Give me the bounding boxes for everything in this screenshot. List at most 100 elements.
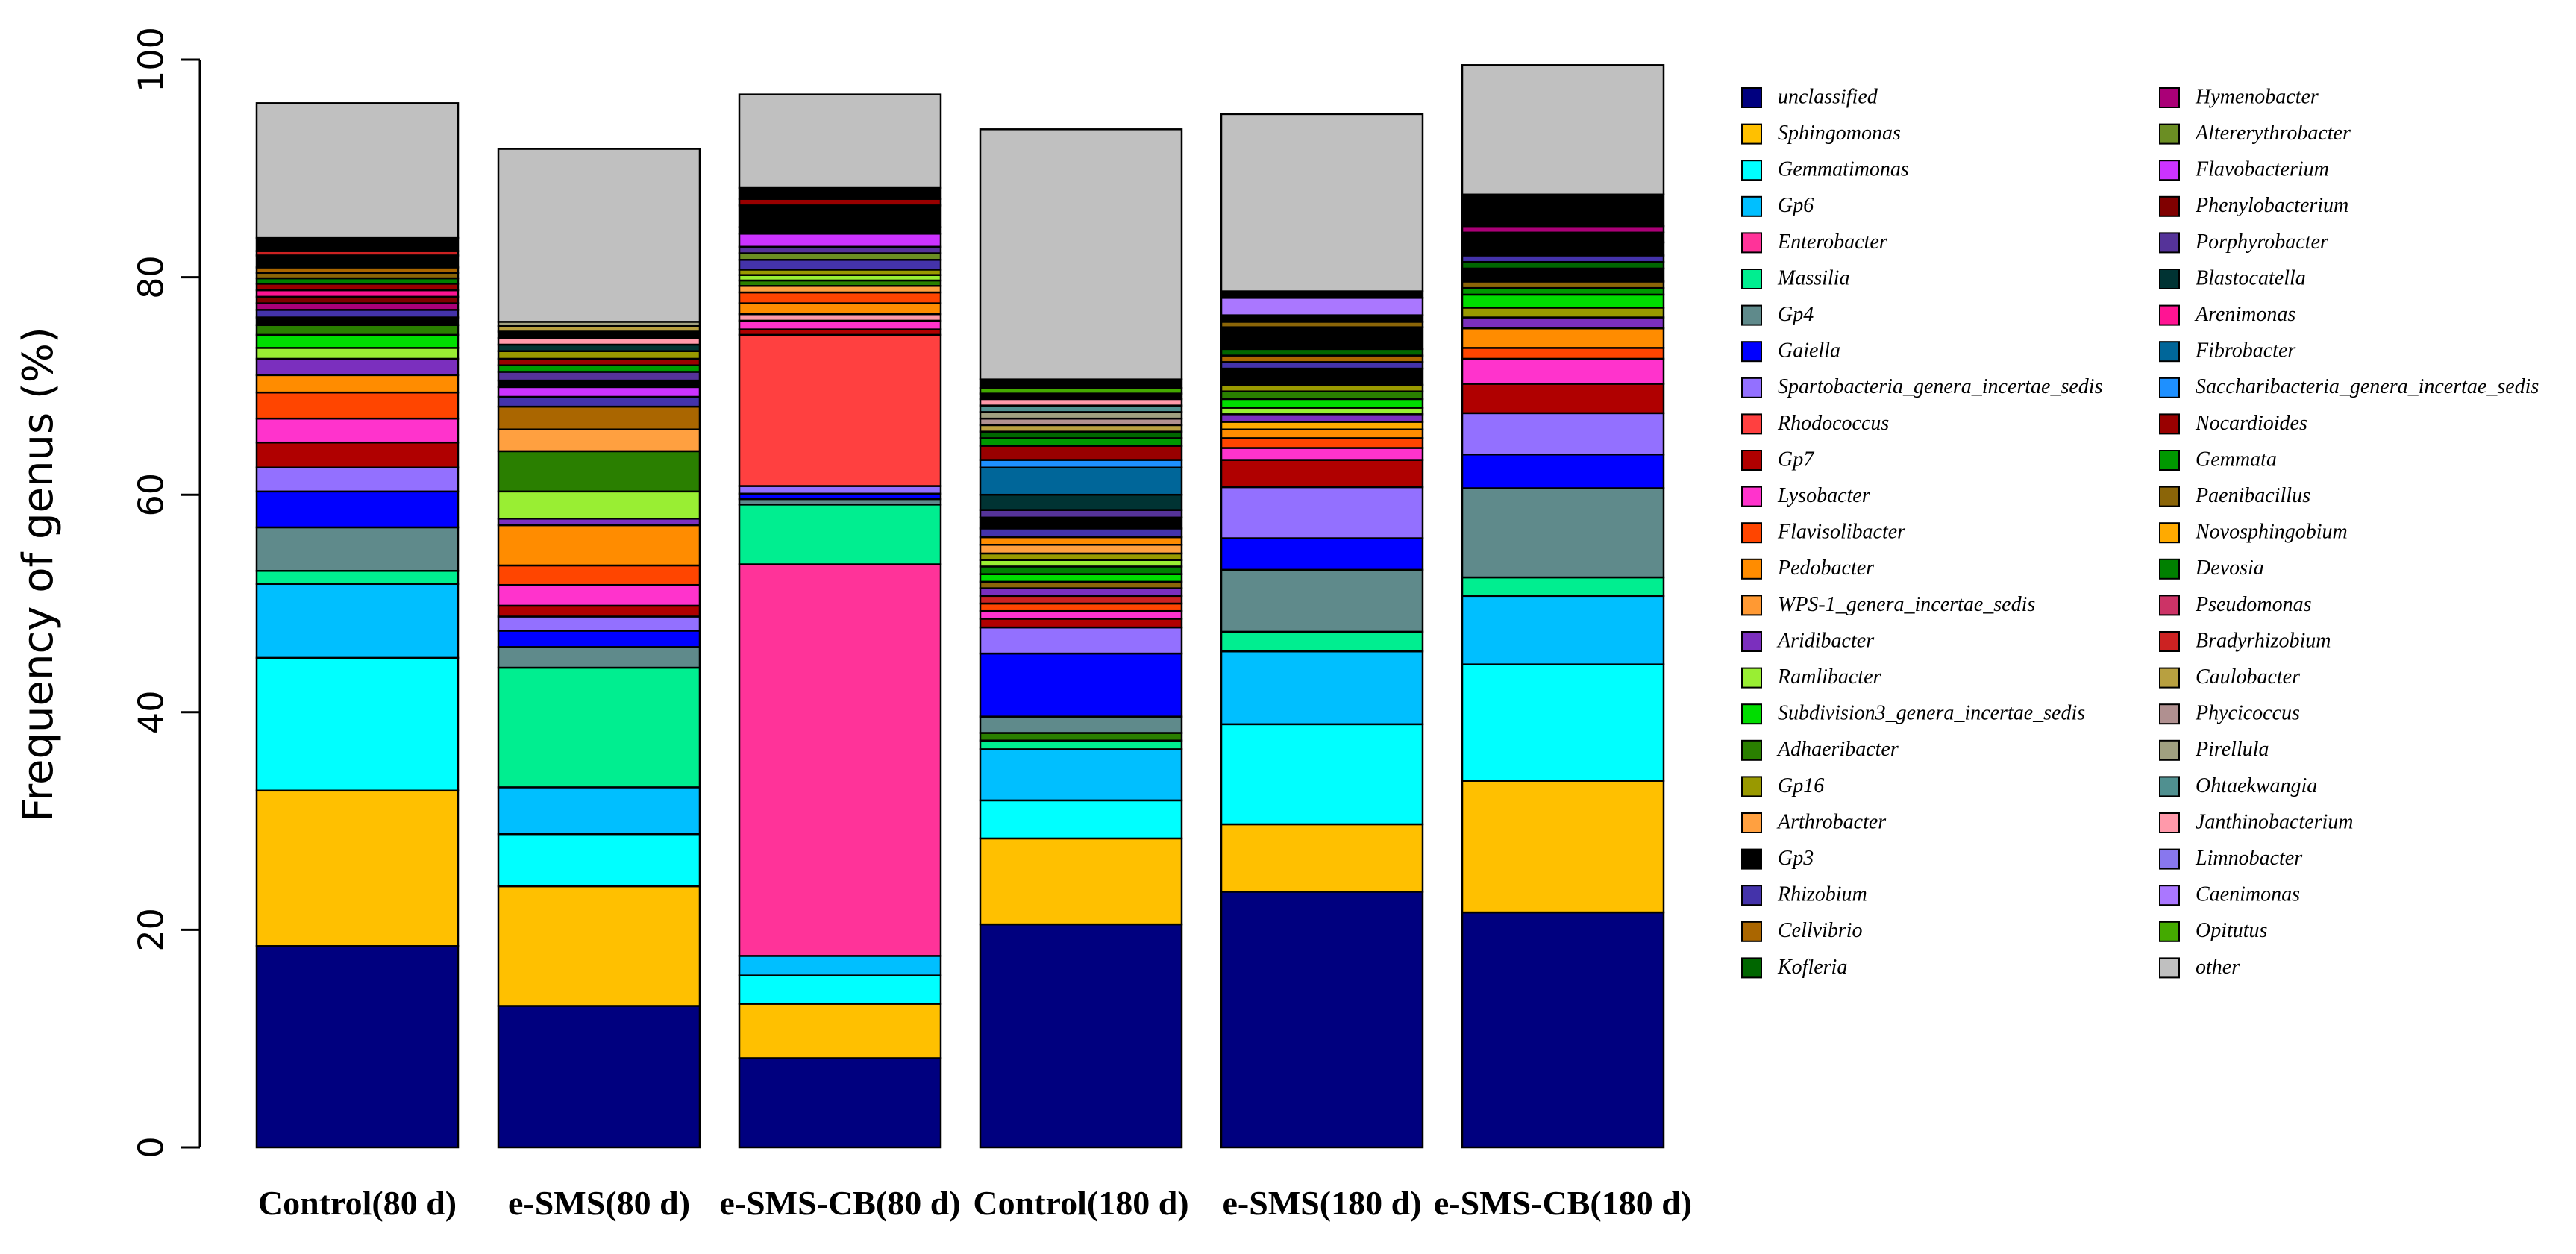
bar-segment [255,441,460,469]
legend-swatch [1741,776,1762,797]
x-tick-label: e-SMS(180 d) [1222,1184,1421,1222]
bar-segment [1461,595,1665,665]
bar-segment [1461,231,1665,244]
bar-stack [738,93,942,1149]
bar-segment [497,350,701,360]
bar-segment [1220,326,1424,351]
bar-segment [497,646,701,669]
bar-segment [1461,225,1665,234]
legend-label: Gp6 [1778,194,1814,217]
legend-swatch [2159,232,2180,254]
bar-stack [979,128,1183,1149]
bar-segment [255,391,460,420]
bar-segment [979,732,1183,742]
legend-label: Caulobacter [2196,665,2300,689]
bar-segment [979,459,1183,469]
legend-swatch [1741,667,1762,689]
bar-segment [979,466,1183,496]
legend-swatch [1741,558,1762,580]
bar-stack [1461,64,1665,1149]
legend-label: Pirellula [2195,738,2269,761]
legend-label: WPS-1_genera_incertae_sedis [1778,593,2035,616]
legend-item: Massilia [1741,266,1849,289]
x-tick-label: e-SMS-CB(180 d) [1434,1184,1692,1222]
bar-segment [255,309,460,319]
legend-label: Kofleria [1777,956,1847,979]
bar-segment [255,324,460,336]
bar-segment [738,198,942,207]
bar-segment [1461,316,1665,330]
legend-label: Hymenobacter [2195,85,2319,108]
legend-label: Gp16 [1778,774,1824,797]
legend-swatch [2159,703,2180,725]
legend-item: Flavobacterium [2159,158,2329,181]
bar-segment [979,552,1183,561]
bar-segment [255,302,460,311]
legend-swatch [1741,812,1762,833]
legend-swatch [2159,631,2180,652]
legend-item: Altererythrobacter [2159,122,2351,145]
legend-label: Enterobacter [1777,231,1887,254]
bar-segment [497,564,701,586]
legend-item: Rhizobium [1741,883,1867,906]
legend-label: Limnobacter [2195,847,2302,870]
bar-segment [979,580,1183,589]
bar-segment [1220,447,1424,461]
legend-item: Nocardioides [2159,412,2307,435]
bar-segment [1461,293,1665,309]
legend-label: Janthinobacterium [2196,810,2354,833]
bar-segment [1461,193,1665,228]
legend-swatch [1741,304,1762,326]
legend-label: Pedobacter [1777,557,1874,580]
bar-stack [1220,113,1424,1149]
legend-swatch [1741,450,1762,471]
bar-segment [255,295,460,304]
legend-swatch [2159,522,2180,544]
bar-segment [979,516,1183,530]
bar-segment [497,1005,701,1149]
legend-label: Rhizobium [1777,883,1867,906]
legend-item: Lysobacter [1741,484,1870,507]
legend-swatch [1741,848,1762,870]
legend-swatch [2159,304,2180,326]
bar-segment [255,656,460,792]
bar-segment [979,565,1183,575]
legend-label: other [2196,956,2240,979]
bar-segment [738,302,942,316]
bar-segment [497,364,701,373]
bar-segment [497,395,701,408]
legend-item: Subdivision3_genera_incertae_sedis [1741,702,2085,725]
legend-item: Arenimonas [2159,303,2295,326]
bar-segment [1220,537,1424,571]
bar-segment [497,604,701,618]
bar-segment [738,233,942,248]
legend-swatch [1741,160,1762,181]
legend-label: Altererythrobacter [2194,122,2351,145]
legend-label: Gemmatimonas [1778,158,1909,181]
bar-segment [497,833,701,888]
x-axis-labels: Control(80 d) e-SMS(80 d) e-SMS-CB(80 d) Co… [258,1184,1692,1222]
bar-segment [979,493,1183,511]
legend-swatch [2159,595,2180,616]
bar-segment [738,204,942,228]
bar-segment [738,285,942,294]
y-axis-label: Frequency of genus (%) [14,327,63,822]
bar-segment [738,955,942,976]
legend-item: Bradyrhizobium [2159,629,2331,652]
legend-item: Gp6 [1741,194,1814,217]
bar-segment [255,374,460,394]
bar-segment [979,837,1183,926]
legend-swatch [2159,848,2180,870]
legend-item: Gp16 [1741,774,1824,797]
legend-item: Gp4 [1741,303,1814,326]
legend-label: Saccharibacteria_genera_incertae_sedis [2196,375,2539,398]
bar-segment [255,102,460,239]
legend-label: Flavisolibacter [1777,521,1905,544]
bar-segment [738,259,942,271]
bar-segment [979,430,1183,439]
bar-segment [738,245,942,254]
legend-item: Cellvibrio [1741,919,1863,942]
bar-segment [1220,354,1424,363]
bar-stack [497,148,701,1149]
